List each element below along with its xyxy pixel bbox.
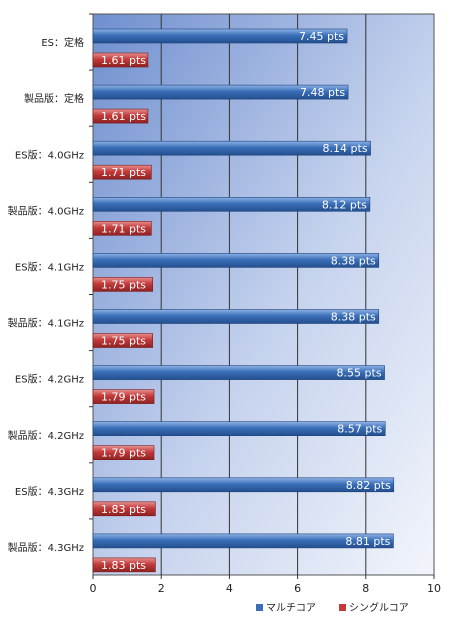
category-label: ES：定格 (41, 36, 84, 49)
data-label: 7.48 pts (300, 86, 345, 99)
bar-singlecore (92, 164, 152, 180)
data-label: 1.79 pts (101, 447, 146, 460)
data-label: 7.45 pts (299, 30, 344, 43)
bar-singlecore (92, 501, 156, 517)
x-tick-label: 6 (294, 582, 301, 595)
bar-multicore (92, 477, 395, 493)
data-label: 8.81 pts (345, 535, 390, 548)
legend-swatch-single (339, 604, 346, 611)
data-label: 1.75 pts (101, 335, 146, 348)
data-label: 1.75 pts (101, 278, 146, 291)
category-label: 製品版：4.2GHz (8, 429, 84, 442)
bar-singlecore (92, 445, 155, 461)
category-label: 製品版：定格 (24, 92, 84, 105)
bar-multicore (92, 309, 380, 324)
x-tick-label: 4 (226, 582, 233, 595)
bar-singlecore (92, 389, 155, 404)
data-label: 8.82 pts (346, 479, 391, 492)
data-label: 8.14 pts (323, 142, 368, 155)
bar-multicore (92, 253, 380, 268)
bar-singlecore (92, 333, 153, 348)
bar-multicore (92, 421, 386, 437)
data-label: 1.71 pts (101, 222, 146, 235)
bar-multicore (92, 140, 371, 156)
legend-label-single: シングルコア (349, 601, 409, 614)
data-label: 1.71 pts (101, 166, 146, 179)
category-label: 製品版：4.0GHz (8, 204, 84, 217)
bar-singlecore (92, 221, 152, 236)
x-tick-label: 10 (427, 582, 441, 595)
category-label: ES版：4.1GHz (15, 260, 84, 273)
data-label: 1.83 pts (101, 559, 146, 572)
legend-swatch-multi (256, 604, 263, 611)
x-tick-label: 2 (158, 582, 165, 595)
data-label: 8.38 pts (331, 254, 376, 267)
bar-singlecore (92, 52, 149, 68)
bar-multicore (92, 197, 371, 212)
category-label: 製品版：4.1GHz (8, 317, 84, 330)
category-label: ES版：4.0GHz (15, 148, 84, 161)
category-label: ES版：4.2GHz (15, 373, 84, 386)
data-label: 1.61 pts (101, 54, 146, 67)
data-label: 8.38 pts (331, 311, 376, 324)
bar-singlecore (92, 557, 156, 573)
x-tick-label: 0 (90, 582, 97, 595)
category-label: ES版：4.3GHz (15, 485, 84, 498)
bar-multicore (92, 28, 348, 44)
data-label: 1.79 pts (101, 391, 146, 404)
data-label: 1.61 pts (101, 110, 146, 123)
category-label: 製品版：4.3GHz (8, 541, 84, 554)
bar-singlecore (92, 277, 153, 292)
legend: マルチコア シングルコア (256, 601, 409, 614)
data-label: 8.57 pts (337, 423, 382, 436)
bar-multicore (92, 365, 385, 380)
bar-singlecore (92, 108, 149, 124)
data-label: 1.83 pts (101, 503, 146, 516)
data-label: 8.55 pts (337, 367, 382, 380)
legend-label-multi: マルチコア (266, 602, 316, 614)
bar-multicore (92, 84, 349, 100)
x-tick-label: 8 (362, 582, 369, 595)
bar-multicore (92, 533, 394, 549)
data-label: 8.12 pts (322, 198, 367, 211)
